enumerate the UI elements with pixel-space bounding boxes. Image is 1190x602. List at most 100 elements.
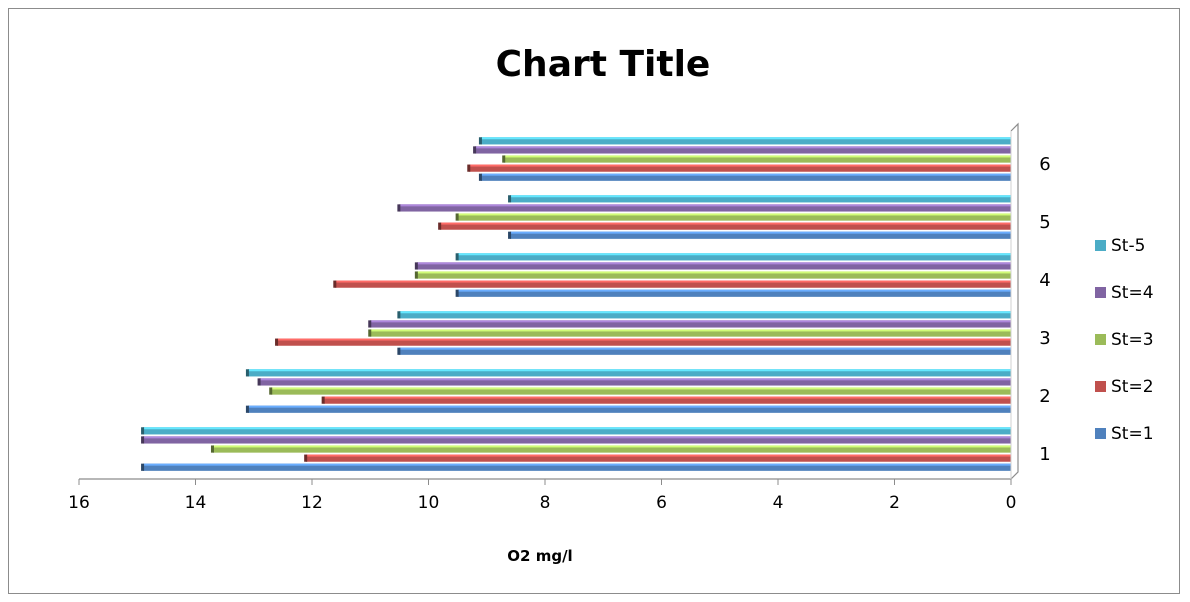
bar xyxy=(143,463,1011,471)
bar-highlight xyxy=(399,347,1011,350)
bar xyxy=(399,204,1011,212)
bar-end xyxy=(455,213,459,221)
bar xyxy=(370,320,1011,328)
bar xyxy=(469,164,1011,172)
bar-highlight xyxy=(335,280,1011,283)
bar xyxy=(370,329,1011,337)
bar xyxy=(277,338,1011,346)
bar-highlight xyxy=(143,436,1011,439)
bar xyxy=(440,222,1011,230)
bar xyxy=(475,146,1012,154)
legend-label: St-5 xyxy=(1111,236,1145,256)
bar-end xyxy=(269,387,273,395)
bar-end xyxy=(333,280,337,288)
bar-end xyxy=(467,164,471,172)
bar-end xyxy=(473,146,477,154)
bar xyxy=(212,445,1012,453)
bar xyxy=(247,405,1012,413)
x-tick-label: 0 xyxy=(1006,493,1017,513)
bar-highlight xyxy=(469,164,1011,167)
bar xyxy=(416,262,1012,270)
legend-swatch xyxy=(1095,334,1106,345)
bar-end xyxy=(478,173,482,181)
y-axis: 1 2 3 4 5 6 xyxy=(1039,154,1050,465)
bar-end xyxy=(245,405,249,413)
bar-highlight xyxy=(370,329,1011,332)
bar xyxy=(457,289,1011,297)
bar xyxy=(143,427,1011,435)
chart-title: Chart Title xyxy=(496,44,711,85)
bar-highlight xyxy=(399,311,1011,314)
bar-highlight xyxy=(399,204,1011,207)
bar-end xyxy=(508,231,512,239)
legend-swatch xyxy=(1095,428,1106,439)
bar-highlight xyxy=(510,195,1011,198)
bar xyxy=(306,454,1011,462)
bar xyxy=(399,347,1011,355)
x-tick-label: 12 xyxy=(301,493,323,513)
bar xyxy=(247,369,1012,377)
legend-label: St=1 xyxy=(1111,424,1154,444)
legend-label: St=2 xyxy=(1111,377,1154,397)
bar xyxy=(457,213,1011,221)
bar-highlight xyxy=(323,396,1011,399)
bar-highlight xyxy=(271,387,1012,390)
bar-highlight xyxy=(504,155,1011,158)
plot-area xyxy=(141,137,1012,471)
x-tick-label: 6 xyxy=(656,493,667,513)
bar xyxy=(271,387,1012,395)
bar-highlight xyxy=(143,427,1011,430)
bar-end xyxy=(210,445,214,453)
bar-end xyxy=(502,155,506,163)
bar-end xyxy=(304,454,308,462)
bar-end xyxy=(438,222,442,230)
bar xyxy=(510,231,1011,239)
bar xyxy=(480,173,1011,181)
category-label: 5 xyxy=(1039,212,1050,233)
bar-highlight xyxy=(306,454,1011,457)
bar xyxy=(457,253,1011,261)
x-axis: 0 2 4 6 8 10 12 14 16 xyxy=(68,122,1019,513)
bar-highlight xyxy=(440,222,1011,225)
bar-end xyxy=(141,463,145,471)
bar-highlight xyxy=(416,262,1012,265)
bar-highlight xyxy=(510,231,1011,234)
bar-highlight xyxy=(457,213,1011,216)
category-label: 4 xyxy=(1039,270,1050,291)
bar xyxy=(510,195,1011,203)
bar-end xyxy=(397,347,401,355)
bar-end xyxy=(455,253,459,261)
bar-highlight xyxy=(143,463,1011,466)
bar-highlight xyxy=(416,271,1012,274)
bar-highlight xyxy=(277,338,1011,341)
bar-highlight xyxy=(247,405,1012,408)
bar xyxy=(399,311,1011,319)
bar-end xyxy=(414,271,418,279)
x-tick-label: 16 xyxy=(68,493,90,513)
bar-end xyxy=(321,396,325,404)
legend-swatch xyxy=(1095,381,1106,392)
x-tick-label: 8 xyxy=(540,493,551,513)
bar xyxy=(335,280,1011,288)
bar-end xyxy=(414,262,418,270)
bar-highlight xyxy=(259,378,1011,381)
bar-end xyxy=(257,378,261,386)
category-label: 1 xyxy=(1039,444,1050,465)
x-tick-label: 14 xyxy=(185,493,207,513)
legend-label: St=3 xyxy=(1111,330,1154,350)
bar-highlight xyxy=(457,289,1011,292)
x-axis-title: O2 mg/l xyxy=(507,547,572,565)
bar xyxy=(416,271,1012,279)
bar xyxy=(143,436,1011,444)
bar-end xyxy=(397,204,401,212)
legend-swatch xyxy=(1095,240,1106,251)
bar-end xyxy=(397,311,401,319)
bar-end xyxy=(508,195,512,203)
legend-swatch xyxy=(1095,287,1106,298)
bar-end xyxy=(455,289,459,297)
bar-highlight xyxy=(247,369,1012,372)
legend: St-5 St=4 St=3 St=2 St=1 xyxy=(1095,236,1154,444)
category-label: 3 xyxy=(1039,328,1050,349)
